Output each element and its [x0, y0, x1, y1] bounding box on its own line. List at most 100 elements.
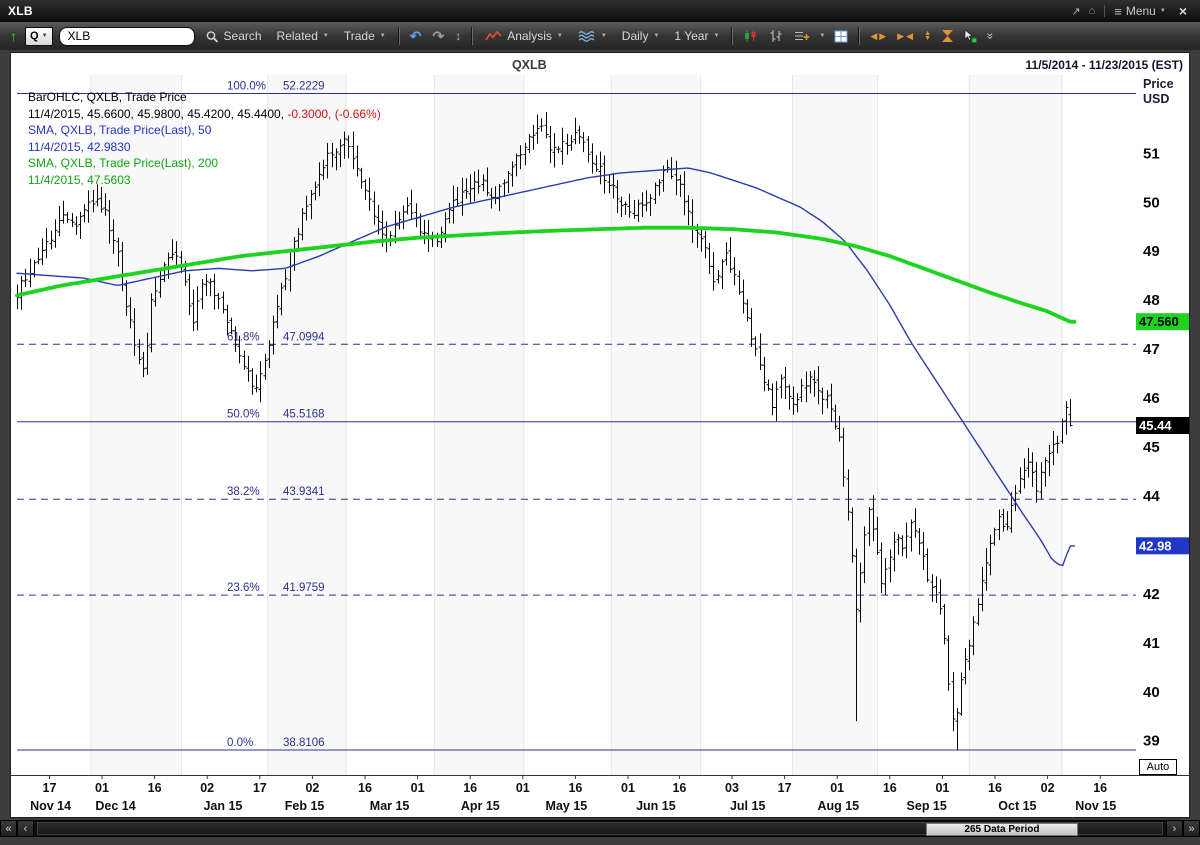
chevron-down-icon: ▼ [322, 33, 329, 39]
scroll-left-button[interactable]: ‹ [17, 820, 34, 837]
menu-label: Menu [1125, 4, 1156, 18]
hourglass-button[interactable] [937, 25, 958, 47]
scrollbar-thumb[interactable]: 265 Data Period [37, 822, 1163, 836]
toolbar-separator [397, 27, 400, 45]
svg-text:40: 40 [1143, 684, 1160, 701]
analysis-chart-icon [485, 30, 502, 41]
auto-scale-button[interactable]: Auto [1139, 759, 1177, 775]
svg-text:39: 39 [1143, 733, 1160, 750]
fib-label: 0.0% 38.8106 [227, 737, 325, 749]
window-title: XLB [8, 4, 33, 18]
svg-text:48: 48 [1143, 292, 1160, 309]
svg-text:17: 17 [778, 781, 792, 795]
cursor-icon [964, 29, 977, 43]
data-period-label: 265 Data Period [925, 823, 1078, 836]
more-tools-icon[interactable]: » [983, 32, 998, 40]
svg-text:51: 51 [1143, 145, 1160, 162]
fib-label: 38.2% 43.9341 [227, 486, 325, 498]
titlebar-separator [1104, 5, 1106, 17]
hourglass-icon [942, 30, 953, 42]
scrollbar-track[interactable]: 265 Data Period [34, 820, 1166, 837]
chevron-down-icon: ▼ [41, 33, 48, 39]
range-dropdown[interactable]: 1 Year ▼ [667, 25, 726, 47]
range-label: 1 Year [674, 29, 709, 43]
chart-style-caret[interactable]: ▼ [819, 33, 826, 39]
compare-symbol-button[interactable] [789, 25, 815, 47]
sma200-line [15, 225, 1077, 324]
related-dropdown[interactable]: Related ▼ [270, 25, 336, 47]
trade-dropdown[interactable]: Trade ▼ [337, 25, 393, 47]
titlebar-controls: ↗ ⌂ ≡ Menu ▼ × [1067, 3, 1192, 19]
quote-type-label: Q [30, 30, 39, 42]
svg-text:Price: Price [1143, 77, 1174, 91]
wave-overlay-dropdown[interactable]: ▼ [571, 25, 614, 47]
svg-text:16: 16 [988, 781, 1002, 795]
svg-text:45.44: 45.44 [1139, 418, 1172, 433]
home-icon[interactable]: ⌂ [1088, 5, 1096, 17]
frequency-dropdown[interactable]: Daily ▼ [615, 25, 667, 47]
chevron-down-icon: ▼ [379, 33, 386, 39]
svg-text:16: 16 [672, 781, 686, 795]
barchart-style-button[interactable] [764, 25, 788, 47]
chart-symbol-title: QXLB [511, 58, 547, 72]
svg-text:02: 02 [200, 781, 214, 795]
search-label: Search [223, 29, 262, 43]
svg-text:Oct 15: Oct 15 [998, 799, 1036, 813]
svg-text:Aug 15: Aug 15 [817, 799, 859, 813]
chevron-down-icon: ▼ [1159, 8, 1166, 14]
horizontal-scrollbar: « ‹ 265 Data Period › » [0, 820, 1200, 837]
scroll-far-right-button[interactable]: » [1183, 820, 1200, 837]
pointer-mode-button[interactable] [959, 25, 982, 47]
expand-vertical-button[interactable]: ▲ ▼ [919, 25, 936, 47]
svg-text:01: 01 [621, 781, 635, 795]
hamburger-icon: ≡ [1114, 3, 1122, 19]
layout-grid-button[interactable] [829, 25, 853, 47]
svg-text:16: 16 [883, 781, 897, 795]
svg-text:45: 45 [1143, 439, 1160, 456]
popout-icon[interactable]: ↗ [1071, 5, 1081, 18]
grid-icon [834, 30, 848, 42]
svg-text:47.560: 47.560 [1139, 314, 1179, 329]
sma50-line [16, 167, 1076, 567]
close-button[interactable]: × [1178, 3, 1187, 19]
svg-text:01: 01 [95, 781, 109, 795]
svg-text:Jun 15: Jun 15 [636, 799, 676, 813]
pan-left-right-button[interactable]: ◀ ▶ [865, 25, 891, 47]
toolbar-separator [471, 27, 474, 45]
svg-text:02: 02 [1041, 781, 1055, 795]
fib-label: 100.0% 52.2229 [227, 80, 325, 92]
svg-text:16: 16 [358, 781, 372, 795]
search-button[interactable]: Search [199, 25, 269, 47]
cursor-tools-icon[interactable]: ↕ [455, 29, 462, 43]
svg-text:17: 17 [43, 781, 57, 795]
redo-icon[interactable]: ↷ [432, 27, 445, 44]
candlestick-style-button[interactable] [738, 25, 763, 47]
chart-date-range: 11/5/2014 - 11/23/2015 (EST) [1025, 58, 1183, 72]
undo-icon[interactable]: ↶ [409, 27, 422, 44]
toolbar: ↑ Q ▼ Search Related ▼ Trade ▼ ↶ ↷ ↕ Ana… [0, 22, 1200, 50]
analysis-dropdown[interactable]: Analysis ▼ [478, 25, 570, 47]
chevron-down-icon: ▼ [653, 33, 660, 39]
chart-header: QXLB 11/5/2014 - 11/23/2015 (EST) [11, 53, 1189, 75]
triangle-right-icon: ▶ [897, 30, 905, 41]
svg-text:01: 01 [935, 781, 949, 795]
svg-text:16: 16 [463, 781, 477, 795]
chevron-down-icon: ▼ [713, 33, 720, 39]
titlebar: XLB ↗ ⌂ ≡ Menu ▼ × [0, 0, 1200, 22]
svg-text:Jul 15: Jul 15 [730, 799, 765, 813]
svg-text:Feb 15: Feb 15 [285, 799, 325, 813]
triangle-down-icon: ▼ [924, 35, 931, 42]
menu-button[interactable]: ≡ Menu ▼ [1110, 4, 1170, 19]
svg-text:47: 47 [1143, 341, 1160, 358]
quote-type-button[interactable]: Q ▼ [25, 26, 53, 46]
scroll-far-left-button[interactable]: « [0, 820, 17, 837]
triangle-left-icon: ◀ [906, 30, 914, 41]
symbol-input[interactable] [58, 26, 195, 46]
svg-text:Nov 15: Nov 15 [1075, 799, 1116, 813]
svg-text:46: 46 [1143, 390, 1160, 407]
compare-plus-icon [795, 32, 810, 40]
scroll-right-button[interactable]: › [1166, 820, 1183, 837]
svg-text:Nov 14: Nov 14 [30, 799, 71, 813]
compress-horizontal-button[interactable]: ▶ ◀ [892, 25, 918, 47]
